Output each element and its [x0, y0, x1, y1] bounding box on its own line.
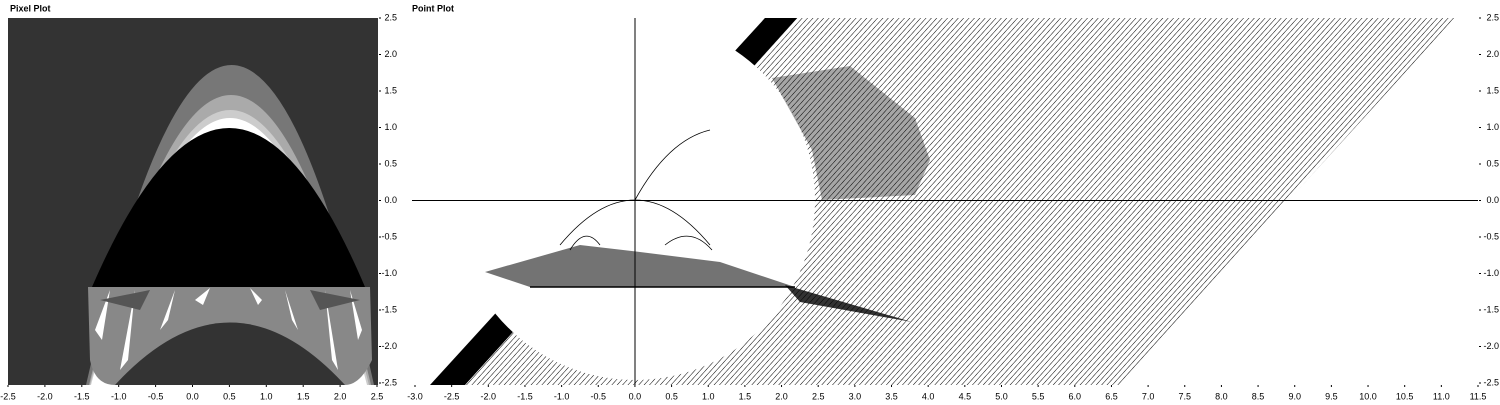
y-tick-label: 2.5: [384, 12, 397, 22]
y-tick-label: 1.0: [384, 122, 397, 132]
y-tick-label: 0.5: [384, 158, 397, 168]
x-tick-label: 3.5: [885, 391, 898, 401]
plot-title: Point Plot: [412, 3, 454, 13]
y-tick-label: 1.5: [384, 85, 397, 95]
point-image: [412, 18, 1478, 385]
y-tick-label: 1.5: [1486, 85, 1499, 95]
x-tick-label: 0.0: [186, 391, 199, 401]
x-tick-label: -2.5: [444, 391, 460, 401]
x-tick-label: 8.0: [1215, 391, 1228, 401]
y-tick-label: -1.5: [381, 304, 397, 314]
plot-title: Pixel Plot: [10, 3, 51, 13]
x-tick-label: 9.0: [1288, 391, 1301, 401]
y-tick-label: 2.0: [384, 49, 397, 59]
x-tick-label: -3.0: [407, 391, 423, 401]
x-tick-label: -1.0: [554, 391, 570, 401]
x-tick-label: 2.5: [812, 391, 825, 401]
y-tick-label: -1.0: [381, 268, 397, 278]
x-tick-label: -2.5: [0, 391, 16, 401]
x-tick-label: 0.5: [223, 391, 236, 401]
x-tick-label: 1.5: [739, 391, 752, 401]
x-tick-label: -2.0: [481, 391, 497, 401]
x-tick-label: 5.5: [1032, 391, 1045, 401]
x-tick-label: 2.0: [775, 391, 788, 401]
y-tick-label: 0.0: [384, 195, 397, 205]
x-tick-label: 5.0: [995, 391, 1008, 401]
x-tick-label: 8.5: [1252, 391, 1265, 401]
x-tick-label: 1.0: [260, 391, 273, 401]
y-tick-label: 2.0: [1486, 49, 1499, 59]
x-tick-label: 10.0: [1359, 391, 1377, 401]
y-tick-label: -2.5: [1483, 377, 1499, 387]
y-tick-label: -1.0: [1483, 268, 1499, 278]
x-tick-label: -2.0: [37, 391, 53, 401]
y-tick-label: -0.5: [381, 231, 397, 241]
x-tick-label: 4.0: [922, 391, 935, 401]
y-tick-label: -1.5: [1483, 304, 1499, 314]
y-tick-label: 0.5: [1486, 158, 1499, 168]
x-tick-label: 1.5: [297, 391, 310, 401]
x-tick-label: 11.0: [1433, 391, 1450, 401]
x-tick-label: 3.0: [849, 391, 862, 401]
y-tick-label: -2.0: [1483, 341, 1499, 351]
x-tick-label: 4.5: [959, 391, 972, 401]
y-tick-label: -2.0: [381, 341, 397, 351]
x-tick-label: -1.5: [74, 391, 90, 401]
x-tick-label: 11.5: [1470, 391, 1487, 401]
y-tick-label: 0.0: [1486, 195, 1499, 205]
x-tick-label: 1.0: [702, 391, 715, 401]
x-tick-label: 10.5: [1396, 391, 1414, 401]
x-tick-label: 2.0: [334, 391, 347, 401]
y-tick-label: -2.5: [381, 377, 397, 387]
y-tick-label: 1.0: [1486, 122, 1499, 132]
x-tick-label: 0.0: [629, 391, 642, 401]
x-tick-label: 7.0: [1142, 391, 1155, 401]
y-tick-label: 2.5: [1486, 12, 1499, 22]
x-tick-label: 0.5: [665, 391, 678, 401]
y-tick-label: -0.5: [1483, 231, 1499, 241]
x-tick-label: -0.5: [148, 391, 164, 401]
x-tick-label: -0.5: [591, 391, 607, 401]
x-tick-label: 7.5: [1179, 391, 1192, 401]
x-tick-label: 6.5: [1105, 391, 1118, 401]
x-tick-label: 9.5: [1325, 391, 1338, 401]
x-tick-label: 6.0: [1069, 391, 1082, 401]
pixel-image: [86, 65, 374, 385]
x-tick-label: -1.0: [111, 391, 127, 401]
x-tick-label: -1.5: [517, 391, 533, 401]
x-tick-label: 2.5: [371, 391, 384, 401]
